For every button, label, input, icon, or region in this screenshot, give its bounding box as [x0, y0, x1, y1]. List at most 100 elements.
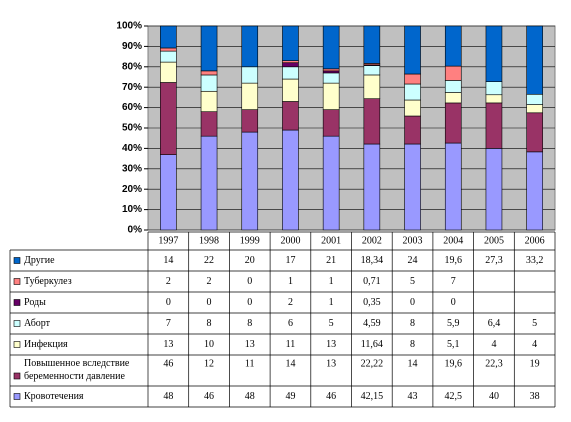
x-tick-label: 2003	[403, 235, 423, 246]
bar-segment	[444, 92, 462, 104]
bar-segment	[200, 111, 218, 137]
legend-label: Роды	[24, 297, 46, 308]
table-cell: 19,6	[445, 358, 463, 369]
table-cell: 13	[326, 339, 336, 350]
bar-segment	[404, 99, 421, 117]
table-cell: 7	[451, 276, 456, 287]
table-cell: 11,64	[361, 339, 383, 350]
legend-label: Другие	[24, 255, 55, 266]
bar-segment	[363, 25, 381, 64]
y-tick-label: 70%	[122, 82, 142, 93]
bar-segment	[282, 101, 299, 131]
legend-key	[13, 278, 21, 285]
bar-segment	[526, 25, 543, 95]
bar-segment	[200, 70, 218, 76]
legend-label: Аборт	[24, 318, 51, 329]
table-cell: 0	[207, 297, 212, 308]
table-cell: 0	[166, 297, 171, 308]
table-cell: 22,3	[485, 358, 503, 369]
bar-segment	[200, 135, 218, 231]
table-cell: 0	[247, 297, 252, 308]
x-tick-label: 2000	[280, 235, 300, 246]
bar-segment	[241, 131, 259, 231]
y-tick-label: 40%	[122, 143, 142, 154]
bar-segment	[526, 151, 543, 231]
table-cell: 5	[329, 318, 334, 329]
bar-segment	[444, 80, 462, 93]
bar-segment	[160, 47, 177, 52]
table-cell: 43	[408, 391, 418, 402]
x-tick-label: 2004	[443, 235, 463, 246]
table-cell: 14	[408, 358, 418, 369]
bar-segment	[404, 115, 421, 145]
table-cell: 1	[288, 276, 293, 287]
table-cell: 5,1	[447, 339, 460, 350]
bar-segment	[322, 70, 340, 74]
bar-segment	[444, 25, 462, 67]
table-cell: 38	[530, 391, 540, 402]
table-cell: 0,35	[363, 297, 381, 308]
table-cell: 5,9	[447, 318, 460, 329]
y-tick-label: 0%	[128, 225, 143, 236]
table-cell: 19,6	[445, 255, 463, 266]
bar-segment	[444, 102, 462, 144]
bar-segment	[200, 74, 218, 92]
y-tick-label: 10%	[122, 204, 142, 215]
bar-segment	[363, 98, 381, 145]
x-tick-label: 1998	[199, 235, 219, 246]
bar-segment	[160, 50, 177, 63]
table-cell: 20	[245, 255, 255, 266]
bar-segment	[241, 109, 259, 133]
table-cell: 8	[247, 318, 252, 329]
x-tick-label: 2002	[362, 235, 382, 246]
bar-segment	[282, 62, 299, 68]
legend-key	[13, 257, 21, 264]
y-tick-label: 60%	[122, 102, 142, 113]
table-cell: 14	[285, 358, 295, 369]
table-cell: 2	[166, 276, 171, 287]
table-cell: 5	[410, 276, 415, 287]
table-cell: 40	[489, 391, 499, 402]
bar-segment	[282, 25, 299, 61]
bar-segment	[444, 65, 462, 81]
table-cell: 6,4	[488, 318, 501, 329]
table-cell: 27,3	[485, 255, 503, 266]
table-cell: 33,2	[526, 255, 544, 266]
table-cell: 1	[329, 276, 334, 287]
bar-segment	[404, 83, 421, 101]
table-cell: 13	[326, 358, 336, 369]
y-tick-label: 100%	[116, 21, 142, 32]
bar-segment	[485, 81, 503, 96]
bar-segment	[322, 25, 340, 70]
table-cell: 21	[326, 255, 336, 266]
table-cell: 11	[245, 358, 255, 369]
table-cell: 48	[245, 391, 255, 402]
bar-segment	[322, 109, 340, 137]
table-cell: 22	[204, 255, 214, 266]
table-cell: 18,34	[361, 255, 384, 266]
legend-key	[13, 299, 21, 306]
bar-segment	[485, 25, 503, 82]
bar-segment	[485, 94, 503, 104]
table-cell: 13	[245, 339, 255, 350]
y-tick-label: 30%	[122, 163, 142, 174]
bar-segment	[526, 112, 543, 153]
table-cell: 10	[204, 339, 214, 350]
legend-key	[13, 372, 21, 380]
table-cell: 46	[326, 391, 336, 402]
legend-key	[13, 393, 21, 400]
bar-segment	[526, 104, 543, 114]
bar-segment	[322, 82, 340, 110]
bar-segment	[282, 129, 299, 231]
legend-label: Туберкулез	[24, 276, 72, 287]
table-cell: 24	[408, 255, 418, 266]
y-tick-label: 20%	[122, 184, 142, 195]
table-cell: 11	[286, 339, 296, 350]
legend-label: Кровотечения	[24, 391, 84, 402]
bar-segment	[363, 74, 381, 99]
table-cell: 4	[532, 339, 537, 350]
bar-segment	[241, 82, 259, 110]
table-cell: 42,5	[445, 391, 463, 402]
bar-segment	[404, 73, 421, 85]
